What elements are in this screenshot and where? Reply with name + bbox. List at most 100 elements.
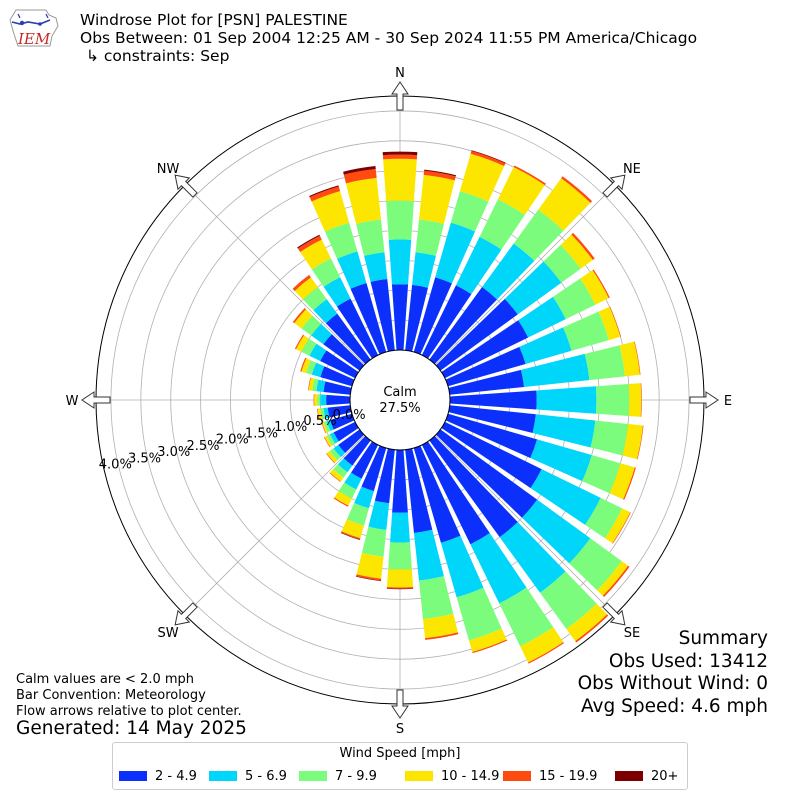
windrose-bar-segment (575, 614, 609, 643)
legend-title: Wind Speed [mph] (339, 746, 461, 761)
radial-tick-label: 2.5% (186, 439, 219, 454)
windrose-bar-segment (504, 261, 562, 315)
windrose-bar-segment (532, 414, 596, 448)
windrose-bar-segment (566, 603, 608, 642)
windrose-bar-segment (521, 499, 591, 564)
windrose-bar-segment (317, 394, 321, 406)
windrose-bar-segment (297, 235, 322, 253)
windrose-bar-segment (413, 529, 444, 581)
legend-item: 2 - 4.9 (119, 767, 197, 785)
windrose-bar-segment (350, 282, 387, 355)
windrose-bar-segment (441, 320, 529, 379)
windrose-bar-segment (309, 185, 339, 198)
windrose-bar-segment (340, 532, 361, 540)
windrose-bar-segment (424, 169, 457, 177)
windrose-bar-segment (301, 338, 317, 356)
windrose-bar-segment (520, 627, 564, 663)
windrose-bar-segment (309, 186, 341, 202)
windrose-bar-segment (598, 306, 621, 341)
calm-circle (349, 349, 451, 451)
windrose-bar-segment (330, 413, 355, 430)
windrose-bar-segment (497, 167, 545, 215)
windrose-bar-segment (636, 425, 644, 460)
windrose-bar-segment (519, 327, 572, 364)
windrose-bar-segment (308, 377, 311, 391)
windrose-bar-segment (540, 571, 597, 630)
direction-label-w: W (66, 394, 79, 409)
legend-swatch (119, 771, 147, 781)
windrose-bar-segment (413, 277, 452, 355)
windrose-bar-segment (435, 222, 476, 284)
windrose-bar-segment (333, 421, 359, 442)
windrose-bar-segment (449, 390, 537, 410)
windrose-bar-segment (418, 576, 454, 620)
windrose-bar-segment (297, 234, 320, 249)
radial-tick-label: 0.5% (303, 414, 336, 429)
summary-avg-speed: Avg Speed: 4.6 mph (580, 695, 768, 717)
windrose-bar-segment (311, 362, 325, 378)
windrose-bar-segment (326, 453, 335, 464)
windrose-bar-segment (386, 587, 414, 589)
windrose-bar-segment (316, 408, 320, 421)
windrose-bar-segment (450, 191, 489, 232)
windrose-bar-segment (440, 535, 484, 598)
windrose-bar-segment (320, 408, 326, 420)
windrose-bar-segment (471, 150, 506, 164)
windrose-bar-segment (405, 448, 433, 533)
flow-note: Flow arrows relative to plot center. (16, 704, 242, 719)
radial-tick-label: 0.0% (333, 408, 366, 423)
windrose-bar-segment (336, 298, 379, 359)
radial-tick-label: 1.0% (274, 420, 307, 435)
windrose-bar-segment (333, 444, 346, 458)
plot-title: Windrose Plot for [PSN] PALESTINE (80, 11, 348, 29)
windrose-bar-segment (341, 531, 361, 540)
windrose-bar-segment (585, 497, 623, 539)
windrose-bar-segment (343, 168, 377, 184)
windrose-bar-segment (326, 394, 351, 406)
windrose-bar-segment (382, 154, 418, 160)
legend: Wind Speed [mph] 2 - 4.9 5 - 6.9 7 - 9.9 10… (112, 742, 688, 790)
windrose-bar-segment (456, 587, 502, 641)
windrose-bar-segment (388, 542, 412, 570)
windrose-bar-segment (329, 432, 339, 444)
iem-logo: IEM (9, 9, 59, 48)
windrose-bar-segment (429, 435, 518, 538)
windrose-bar-segment (479, 199, 525, 250)
windrose-bar-segment (343, 435, 371, 466)
windrose-bar-segment (552, 278, 596, 320)
windrose-bar-segment (392, 449, 408, 513)
summary-obs-used: Obs Used: 13412 (608, 650, 768, 672)
windrose-bar-segment (513, 209, 564, 261)
windrose-bar-segment (435, 429, 538, 518)
windrose-bar-segment (602, 565, 630, 598)
direction-label-n: N (395, 66, 405, 81)
windrose-bar-segment (309, 343, 327, 362)
windrose-bar-segment (346, 503, 369, 526)
radial-tick-label: 3.0% (157, 445, 190, 460)
windrose-bar-segment (622, 423, 643, 460)
windrose-bar-segment (368, 500, 390, 530)
windrose-bar-segment (448, 405, 536, 434)
windrose-bar-segment (292, 307, 306, 324)
windrose-bar-segment (311, 191, 350, 232)
windrose-bar-segment (294, 277, 318, 300)
windrose-bar-segment (560, 234, 593, 269)
windrose-bar-segment (513, 165, 546, 186)
windrose-bar-segment (584, 345, 626, 381)
radial-tick-label: 4.0% (99, 458, 132, 473)
windrose-bar-segment (374, 448, 395, 504)
flow-arrow-icon (174, 174, 198, 198)
windrose-bar-segment (323, 334, 365, 371)
direction-label-e: E (724, 394, 732, 409)
windrose-bar-segment (590, 420, 629, 456)
windrose-bar-segment (361, 445, 387, 492)
grid-spoke (435, 184, 616, 365)
windrose-bar-segment (329, 448, 341, 461)
windrose-bar-segment (415, 219, 444, 256)
windrose-bar-segment (324, 435, 333, 448)
windrose-bar-segment (311, 323, 332, 345)
windrose-bar-segment (597, 561, 629, 596)
windrose-bar-segment (338, 482, 357, 499)
windrose-bar-segment (445, 346, 526, 387)
windrose-bar-segment (344, 472, 362, 490)
